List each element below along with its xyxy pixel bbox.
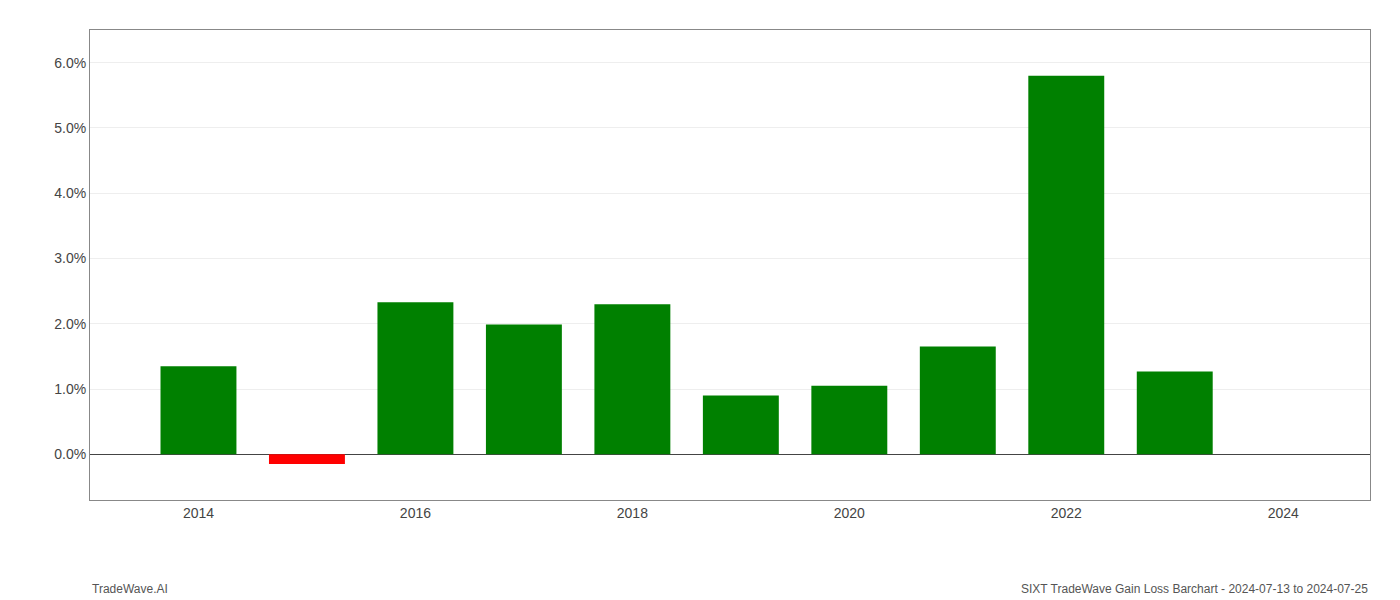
svg-text:0.0%: 0.0% bbox=[54, 446, 86, 462]
svg-text:2016: 2016 bbox=[400, 505, 431, 521]
svg-text:2.0%: 2.0% bbox=[54, 316, 86, 332]
svg-text:1.0%: 1.0% bbox=[54, 381, 86, 397]
svg-text:2024: 2024 bbox=[1268, 505, 1299, 521]
svg-text:2014: 2014 bbox=[183, 505, 214, 521]
svg-text:TradeWave.AI: TradeWave.AI bbox=[92, 582, 168, 596]
svg-text:4.0%: 4.0% bbox=[54, 185, 86, 201]
svg-text:2022: 2022 bbox=[1051, 505, 1082, 521]
svg-text:3.0%: 3.0% bbox=[54, 250, 86, 266]
svg-text:6.0%: 6.0% bbox=[54, 55, 86, 71]
svg-text:2020: 2020 bbox=[834, 505, 865, 521]
svg-text:5.0%: 5.0% bbox=[54, 120, 86, 136]
svg-text:2018: 2018 bbox=[617, 505, 648, 521]
svg-text:SIXT TradeWave Gain Loss Barch: SIXT TradeWave Gain Loss Barchart - 2024… bbox=[1021, 582, 1368, 596]
